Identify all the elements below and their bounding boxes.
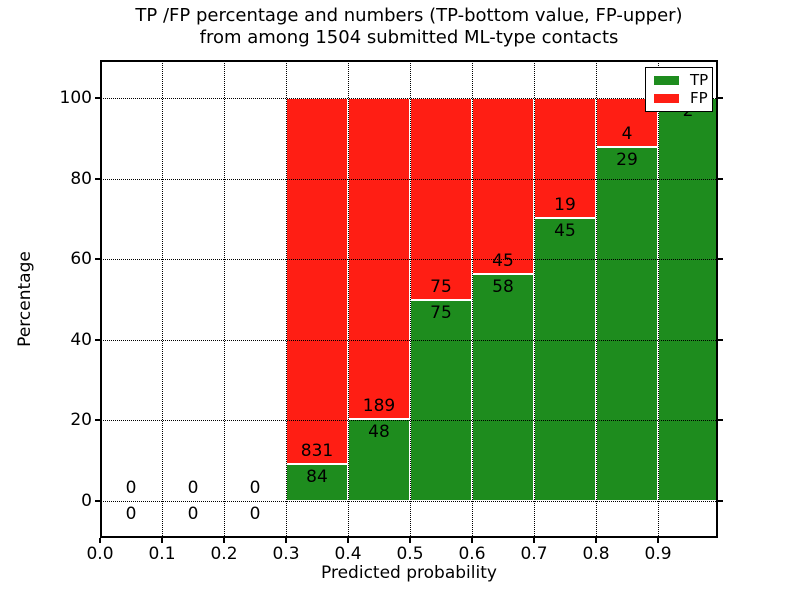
x-tick-label: 0.5 (396, 544, 424, 564)
fp-count-label: 0 (125, 478, 137, 498)
y-tick-mark-left (95, 419, 100, 422)
x-tick-mark (595, 538, 597, 543)
legend-label-fp: FP (690, 89, 708, 108)
y-gridline (100, 259, 718, 261)
tp-bar-segment (286, 464, 348, 501)
x-tick-label: 0.4 (334, 544, 362, 564)
legend: TP FP (645, 67, 713, 112)
tp-bar-segment (410, 299, 472, 501)
x-tick-label: 0.2 (210, 544, 238, 564)
x-tick-mark (285, 538, 287, 543)
fp-bar-segment (286, 98, 348, 464)
y-tick-label: 20 (70, 410, 92, 431)
tp-count-label: 29 (616, 149, 638, 170)
fp-count-label: 0 (249, 478, 261, 498)
x-tick-mark (223, 538, 225, 543)
tp-count-label: 0 (187, 504, 199, 524)
chart-title-line2: from among 1504 submitted ML-type contac… (199, 27, 619, 48)
y-tick-label: 40 (70, 329, 92, 350)
x-gridline (534, 60, 535, 538)
tp-bar-segment (596, 146, 658, 501)
x-gridline (596, 60, 597, 538)
chart-title: TP /FP percentage and numbers (TP-bottom… (100, 5, 718, 49)
x-tick-label: 0.1 (148, 544, 176, 564)
tp-count-label: 0 (249, 504, 261, 524)
x-tick-label: 0.0 (86, 544, 114, 564)
fp-count-label: 831 (300, 441, 334, 461)
y-tick-mark-right (718, 258, 723, 261)
tp-count-label: 58 (492, 277, 514, 298)
y-tick-label: 60 (70, 249, 92, 270)
x-tick-mark (347, 538, 349, 543)
y-tick-mark-left (95, 177, 100, 180)
x-tick-mark (99, 538, 101, 543)
legend-item-fp: FP (646, 91, 712, 106)
y-tick-mark-left (95, 258, 100, 261)
legend-label-tp: TP (690, 70, 709, 89)
y-gridline (100, 98, 718, 99)
x-tick-mark (409, 538, 411, 543)
tp-bar-segment (658, 98, 718, 501)
x-gridline (224, 60, 225, 538)
x-gridline (658, 60, 659, 538)
y-gridline (100, 339, 718, 341)
x-tick-label: 0.7 (520, 544, 548, 564)
fp-count-label: 0 (187, 478, 199, 498)
tp-count-label: 45 (554, 220, 576, 241)
y-tick-mark-right (718, 97, 723, 99)
x-tick-label: 0.9 (644, 544, 672, 564)
x-gridline (348, 60, 349, 538)
y-tick-mark-right (718, 338, 723, 341)
x-axis-label: Predicted probability (321, 563, 497, 583)
y-tick-mark-right (718, 419, 723, 422)
y-tick-label: 0 (81, 491, 92, 511)
tp-bar-segment (472, 274, 534, 501)
fp-count-label: 45 (492, 251, 514, 272)
tp-count-label: 84 (306, 467, 328, 487)
y-tick-mark-right (718, 177, 723, 180)
fp-bar-segment (348, 98, 410, 420)
x-tick-label: 0.8 (582, 544, 610, 564)
x-tick-label: 0.3 (272, 544, 300, 564)
legend-swatch-tp (654, 75, 679, 85)
y-gridline (100, 178, 718, 180)
y-tick-mark-right (718, 500, 723, 502)
y-gridline (100, 501, 718, 502)
fp-count-label: 19 (554, 194, 576, 215)
fp-bar-segment (410, 98, 472, 300)
tp-count-label: 75 (430, 302, 452, 323)
y-axis-label: Percentage (15, 251, 35, 347)
fp-count-label: 75 (430, 276, 452, 297)
x-tick-mark (471, 538, 473, 543)
y-tick-label: 80 (70, 168, 92, 189)
y-tick-mark-left (95, 338, 100, 341)
fp-bar-segment (472, 98, 534, 275)
x-tick-mark (657, 538, 659, 543)
legend-item-tp: TP (646, 70, 712, 89)
x-tick-mark (161, 538, 163, 543)
y-tick-label: 100 (59, 88, 92, 108)
fp-count-label: 4 (621, 123, 633, 144)
legend-swatch-fp (654, 94, 679, 104)
y-tick-mark-left (95, 500, 100, 502)
y-tick-mark-left (95, 97, 100, 99)
tp-count-label: 0 (125, 504, 137, 524)
x-tick-label: 0.6 (458, 544, 486, 564)
x-gridline (472, 60, 473, 538)
fp-bar-segment (534, 98, 596, 218)
tp-count-label: 48 (368, 422, 390, 443)
x-gridline (162, 60, 163, 538)
x-gridline (286, 60, 287, 538)
x-gridline (410, 60, 411, 538)
y-gridline (100, 420, 718, 422)
fp-count-label: 189 (362, 396, 396, 417)
x-tick-mark (533, 538, 535, 543)
chart-title-line1: TP /FP percentage and numbers (TP-bottom… (135, 5, 683, 26)
